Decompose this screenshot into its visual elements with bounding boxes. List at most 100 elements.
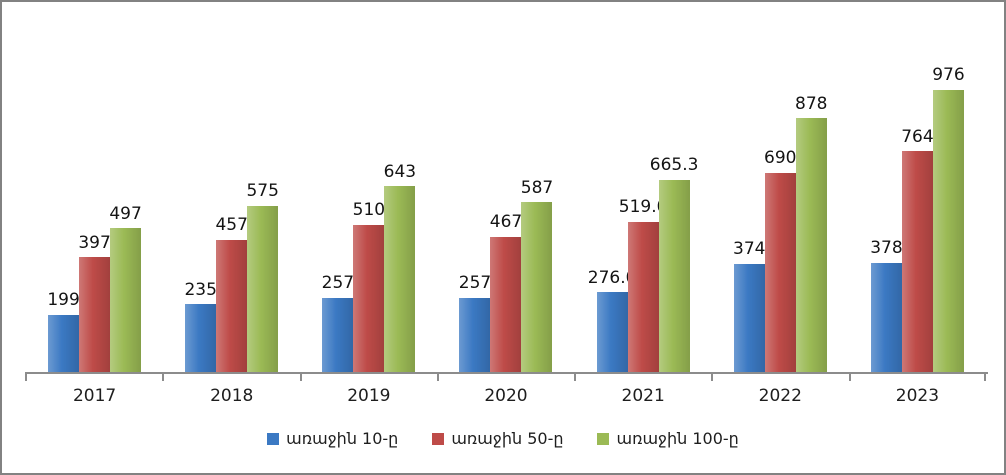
x-axis-tick [25,374,27,381]
bar [627,222,659,372]
bar-value-label: 519.0 [618,197,668,218]
bar-group-2017: 199 397 497 [26,2,163,372]
x-axis-label-2021: 2021 [621,386,665,406]
bar-value-label: 510 [352,200,386,221]
bar [596,292,628,372]
x-axis-label-2020: 2020 [484,386,528,406]
bar-2019-series-3: 643 [383,161,417,372]
x-axis-label-2019: 2019 [347,386,391,406]
bar-value-label: 764 [901,126,934,147]
bar-value-label: 199 [47,289,80,310]
bar-group-2018: 235 457 575 [163,2,300,372]
bar-value-label: 257 [458,273,492,294]
bar-2020-series-1: 257 [458,273,492,372]
x-axis-label-2022: 2022 [758,386,802,406]
bar [764,172,796,372]
bar-2022-series-2: 690 [764,148,797,372]
bar-group-2019: 257 510 643 [300,2,437,372]
x-axis-tick [162,374,165,381]
x-axis-label-2023: 2023 [895,386,940,406]
bar [658,179,690,372]
bar-2017-series-2: 397 [78,232,111,372]
bar [110,228,142,372]
legend-item-1: առաջին 10-ը [267,429,398,448]
bar [870,262,902,372]
legend-marker-icon [432,432,445,445]
bar-value-label: 643 [383,161,417,182]
x-axis-tick [436,374,439,381]
x-axis-tick [574,374,577,381]
x-axis-labels: 2017 2018 2019 2020 2021 2022 2023 [26,386,986,406]
bar-value-label: 467 [489,212,523,233]
legend-item-2: առաջին 50-ը [432,429,563,448]
bar-value-label: 397 [78,232,111,253]
bar [185,304,217,372]
bar-2017-series-3: 497 [109,203,142,372]
x-axis-tick [848,374,851,381]
bar [490,237,522,372]
bar [901,151,933,372]
x-axis-tick [299,374,302,381]
bar-value-label: 587 [520,177,554,198]
bar [353,224,385,372]
bar-value-label: 878 [795,93,828,114]
bar-value-label: 976 [932,65,965,86]
bar-value-label: 665.3 [649,155,699,176]
bar-value-label: 378 [870,238,903,259]
bar-2023-series-1: 378 [870,238,903,372]
bar-value-label: 575 [246,181,279,202]
bar-2018-series-1: 235 [184,279,217,372]
bar-2020-series-3: 587 [520,177,554,372]
bar-group-2020: 257 467 587 [437,2,574,372]
bar-value-label: 690 [764,148,797,169]
bar [795,118,827,372]
bar-2018-series-2: 457 [215,215,248,372]
x-axis-tick [711,374,714,381]
bar [733,263,765,372]
bar-value-label: 276.0 [587,267,637,288]
bar-2019-series-2: 510 [352,200,386,372]
bar-2023-series-3: 976 [932,65,965,372]
bar-value-label: 497 [109,203,142,224]
x-axis-line [25,372,988,374]
legend: առաջին 10-ը առաջին 50-ը առաջին 100-ը [2,429,1004,448]
legend-marker-icon [597,432,610,445]
x-axis-ticks [25,374,986,382]
bar-group-2021: 276.0 519.0 665.3 [575,2,712,372]
bar-group-2023: 378 764 976 [849,2,986,372]
bar-2022-series-1: 374 [733,239,766,372]
bar-2017-series-1: 199 [47,289,80,372]
bar [932,89,964,372]
bar-group-2022: 374 690 878 [712,2,849,372]
legend-marker-icon [267,432,280,445]
bar [384,186,416,372]
bar [247,205,279,372]
bar-value-label: 374 [733,239,766,260]
bar-value-label: 257 [321,273,355,294]
bar-2020-series-2: 467 [489,212,523,372]
bar [459,297,491,372]
x-axis-tick [984,374,986,381]
legend-label: առաջին 10-ը [286,429,399,448]
legend-item-3: առաջին 100-ը [597,429,739,448]
bar-2021-series-1: 276.0 [588,268,636,372]
x-axis-label-2018: 2018 [210,386,254,406]
bar-2018-series-3: 575 [246,181,279,372]
bar [79,257,111,372]
bar-2021-series-3: 665.3 [650,156,698,372]
bar-2019-series-1: 257 [321,273,355,372]
bar-value-label: 235 [184,279,217,300]
x-axis-label-2017: 2017 [72,386,117,406]
legend-label: առաջին 50-ը [451,429,564,448]
plot-area: 199 397 497 235 457 575 257 510 643 257 467 587 276.… [26,2,986,372]
bar [521,202,553,372]
legend-label: առաջին 100-ը [616,429,739,448]
bar-2022-series-3: 878 [795,93,828,372]
bar [48,314,80,372]
bar [322,297,354,372]
bar-2023-series-2: 764 [901,126,934,372]
bar-2021-series-2: 519.0 [619,198,667,372]
bar-value-label: 457 [215,215,248,236]
bar [216,239,248,372]
